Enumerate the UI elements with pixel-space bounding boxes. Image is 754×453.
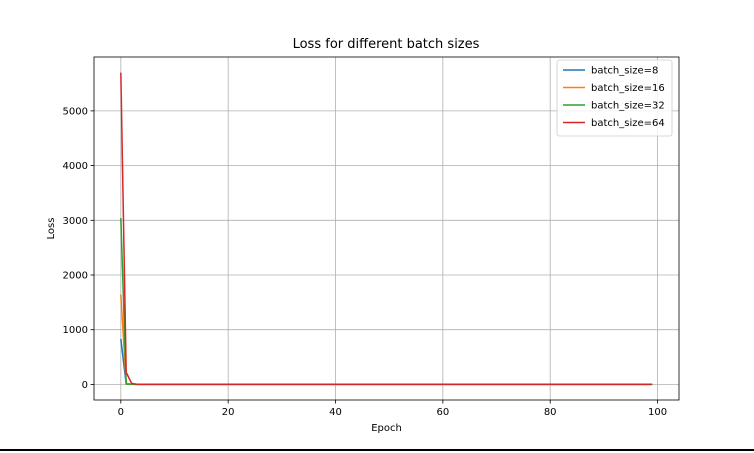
legend-label: batch_size=64: [591, 118, 665, 129]
y-axis-label: Loss: [46, 218, 57, 240]
chart-title: Loss for different batch sizes: [293, 37, 480, 52]
x-axis-label: Epoch: [371, 423, 402, 434]
series-line: [120, 72, 653, 386]
x-tick-label: 100: [648, 407, 667, 418]
plot-area-frame: [93, 56, 680, 401]
x-tick-label: 20: [222, 407, 235, 418]
y-tick-label: 5000: [63, 106, 88, 117]
legend-box: [556, 59, 673, 137]
x-tick-label: 40: [329, 407, 342, 418]
legend-label: batch_size=32: [591, 101, 665, 112]
y-tick-label: 1000: [63, 325, 88, 336]
legend-label: batch_size=8: [591, 66, 658, 77]
y-tick-label: 2000: [63, 270, 88, 281]
y-tick-label: 0: [82, 380, 88, 391]
y-tick-label: 4000: [63, 161, 88, 172]
x-tick-label: 0: [118, 407, 124, 418]
x-tick-label: 80: [544, 407, 557, 418]
series-lines: [120, 72, 653, 386]
legend: batch_size=8 batch_size=16 batch_size=32ba…: [556, 59, 673, 137]
x-tick-label: 60: [436, 407, 449, 418]
legend-label: batch_size=16: [591, 83, 665, 94]
y-tick-label: 3000: [63, 216, 88, 227]
bottom-divider: [0, 449, 754, 451]
